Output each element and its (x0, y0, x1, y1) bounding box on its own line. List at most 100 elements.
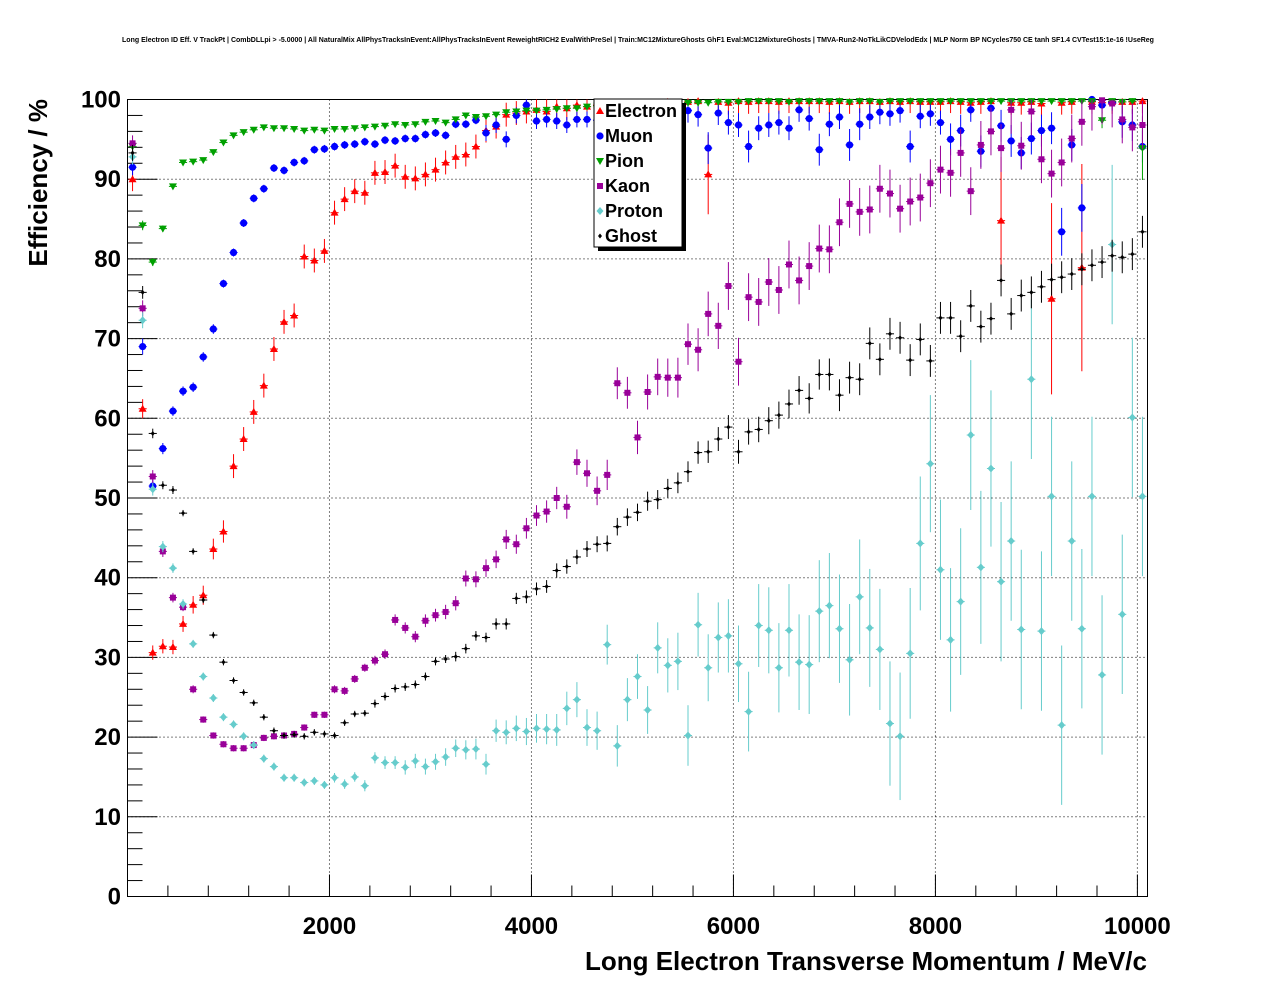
ghost-point (744, 419, 753, 445)
pion-point (532, 107, 541, 115)
pion-marker (269, 125, 278, 133)
kaon-marker (341, 687, 348, 694)
electron-point (401, 164, 410, 189)
kaon-marker (371, 657, 378, 664)
proton-marker (331, 773, 339, 782)
pion-marker (966, 98, 975, 106)
proton-point (764, 587, 773, 674)
kaon-marker (664, 374, 671, 381)
muon-marker (330, 142, 339, 151)
electron-point (370, 160, 379, 185)
proton-point (320, 780, 329, 789)
ghost-marker (958, 333, 963, 339)
proton-point (391, 756, 400, 769)
proton-marker (1098, 670, 1106, 679)
pion-point (229, 132, 238, 140)
kaon-marker (553, 495, 560, 501)
kaon-marker (1109, 100, 1116, 107)
proton-point (502, 720, 511, 745)
ghost-marker (887, 331, 892, 337)
ghost-marker (554, 568, 559, 574)
pion-point (764, 98, 773, 106)
pion-point (300, 127, 309, 135)
proton-point (532, 713, 541, 743)
ghost-point (209, 631, 218, 639)
ghost-point (683, 461, 693, 483)
proton-point (613, 725, 622, 767)
muon-point (350, 140, 359, 149)
muon-point (845, 128, 854, 161)
muon-marker (401, 134, 409, 143)
ghost-point (562, 559, 571, 574)
pion-point (542, 106, 551, 114)
ghost-point (1098, 246, 1107, 279)
ghost-marker (413, 681, 418, 687)
pion-point (350, 125, 359, 133)
muon-marker (734, 121, 743, 129)
proton-point (865, 568, 874, 687)
proton-point (926, 395, 935, 533)
pion-point (986, 98, 996, 106)
pion-point (885, 98, 895, 106)
kaon-marker (1099, 97, 1106, 104)
proton-marker (351, 772, 359, 781)
kaon-marker (907, 198, 914, 205)
proton-marker (149, 485, 157, 494)
proton-marker (856, 592, 864, 601)
kaon-point (593, 476, 602, 506)
proton-point (259, 754, 268, 763)
ghost-point (815, 359, 824, 390)
pion-point (552, 106, 561, 114)
proton-point (593, 711, 602, 750)
ghost-point (229, 677, 238, 684)
ghost-point (946, 301, 955, 334)
pion-marker (845, 98, 854, 106)
proton-marker (1068, 537, 1076, 546)
series-kaon (128, 97, 1147, 752)
ghost-point (492, 618, 501, 630)
kaon-point (906, 177, 915, 226)
ghost-marker (685, 469, 690, 475)
pion-marker (199, 157, 208, 165)
pion-point (936, 98, 945, 106)
proton-marker (310, 776, 318, 785)
ghost-marker (423, 674, 428, 680)
ghost-marker (160, 482, 165, 488)
kaon-marker (836, 219, 843, 226)
kaon-point (835, 198, 844, 247)
kaon-marker (432, 612, 439, 619)
kaon-marker (654, 373, 661, 380)
kaon-point (522, 517, 531, 539)
kaon-marker (715, 322, 722, 329)
kaon-marker (614, 380, 621, 387)
ghost-point (481, 632, 491, 643)
proton-point (1037, 551, 1046, 711)
kaon-point (754, 278, 763, 326)
electron-marker (128, 175, 137, 183)
kaon-point (734, 337, 743, 386)
ghost-marker (1069, 271, 1074, 277)
proton-marker (664, 661, 672, 670)
ghost-point (199, 596, 208, 604)
kaon-marker (856, 208, 863, 215)
kaon-point (239, 745, 248, 752)
muon-marker (967, 106, 975, 114)
kaon-point (673, 357, 682, 398)
proton-marker (320, 780, 328, 789)
ghost-point (663, 478, 672, 498)
ghost-point (451, 651, 460, 662)
legend-marker-muon (596, 132, 604, 140)
proton-marker (492, 726, 500, 735)
muon-point (744, 130, 753, 163)
kaon-point (370, 655, 379, 666)
ghost-marker (574, 554, 579, 560)
muon-marker (128, 163, 137, 171)
muon-marker (866, 113, 874, 121)
pion-marker (532, 107, 541, 115)
ghost-point (542, 580, 551, 593)
kaon-marker (240, 745, 247, 752)
ghost-point (805, 383, 814, 414)
kaon-marker (826, 246, 833, 253)
proton-marker (169, 564, 177, 573)
muon-point (239, 219, 248, 228)
